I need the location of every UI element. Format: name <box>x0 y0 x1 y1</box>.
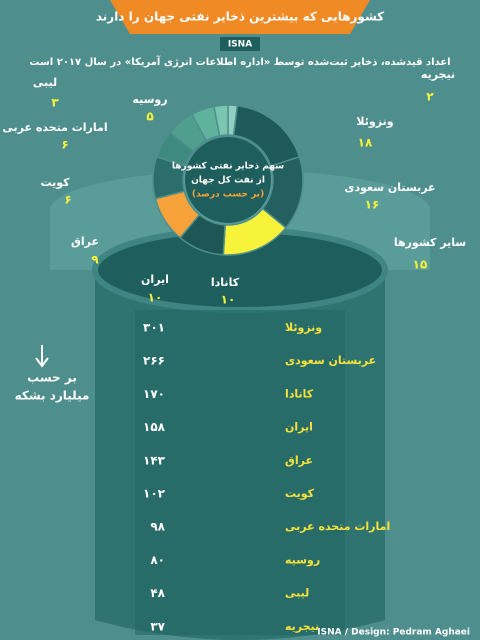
row-name: عربستان سعودی <box>285 354 376 367</box>
slice-value: ۲ <box>426 90 434 104</box>
slice-label: امارات متحده عربی <box>2 121 107 134</box>
row-value: ۱۵۸ <box>143 420 166 434</box>
slice-value: ۱۸ <box>358 136 373 150</box>
slice-value: ۱۰ <box>148 291 163 305</box>
slice-label: کانادا <box>211 276 240 289</box>
unit-label: میلیارد بشکه <box>15 389 90 403</box>
brand: ISNA <box>228 40 252 50</box>
pie-slice <box>213 104 229 137</box>
center-text: از نفت کل جهان <box>191 176 265 186</box>
unit-label: بر حسب <box>27 371 77 385</box>
slice-label: عراق <box>71 235 99 248</box>
slice-value: ۳ <box>51 96 59 110</box>
slice-label: ونزوئلا <box>356 115 393 128</box>
row-value: ۴۸ <box>150 586 165 600</box>
row-name: روسیه <box>285 553 320 566</box>
row-value: ۱۷۰ <box>143 387 165 401</box>
title-banner <box>110 0 370 34</box>
arrow <box>35 345 49 368</box>
row-name: امارات متحده عربی <box>285 520 390 533</box>
title: کشورهایی که بیشترین ذخایر نفتی جهان را د… <box>96 10 384 25</box>
row-value: ۳۰۱ <box>143 321 165 335</box>
slice-label: لیبی <box>33 76 57 89</box>
row-value: ۸۰ <box>150 553 165 567</box>
subtitle: اعداد قیدشده، ذخایر ثبت‌شده توسط «اداره … <box>29 55 450 68</box>
row-name: ونزوئلا <box>285 321 322 334</box>
slice-value: ۱۰ <box>221 293 236 307</box>
center-text: (بر حسب درصد) <box>192 190 264 200</box>
row-name: ایران <box>285 421 313 434</box>
center-text: سهم ذخایر نفتی کشورها <box>172 162 284 172</box>
slice-label: روسیه <box>132 93 167 106</box>
slice-value: ۱۵ <box>413 258 428 272</box>
row-value: ۲۶۶ <box>143 354 165 368</box>
row-name: لیبی <box>285 587 309 600</box>
brand-box <box>220 37 260 51</box>
slice-value: ۵ <box>146 110 153 124</box>
row-value: ۱۴۳ <box>143 453 166 467</box>
row-name: نیجریه <box>285 620 319 633</box>
table-band <box>135 310 345 635</box>
slice-label: نیجریه <box>421 68 455 81</box>
slice-label: عربستان سعودی <box>344 181 435 194</box>
slice-value: ۱۶ <box>365 198 380 212</box>
row-value: ۹۸ <box>150 520 165 534</box>
slice-label: سایر کشورها <box>394 236 466 249</box>
slice-label: کویت <box>40 176 70 189</box>
donut-hole <box>185 137 271 223</box>
credit: ISNA / Design: Pedram Aghaei <box>317 628 470 638</box>
slice-value: ۶ <box>64 193 71 207</box>
slice-value: ۶ <box>61 138 68 152</box>
row-name: کویت <box>285 487 315 500</box>
row-name: کانادا <box>285 387 314 400</box>
row-value: ۱۰۲ <box>143 487 166 501</box>
row-value: ۳۷ <box>150 619 165 633</box>
row-name: عراق <box>285 454 313 467</box>
slice-value: ۹ <box>91 253 99 267</box>
slice-label: ایران <box>141 273 169 286</box>
